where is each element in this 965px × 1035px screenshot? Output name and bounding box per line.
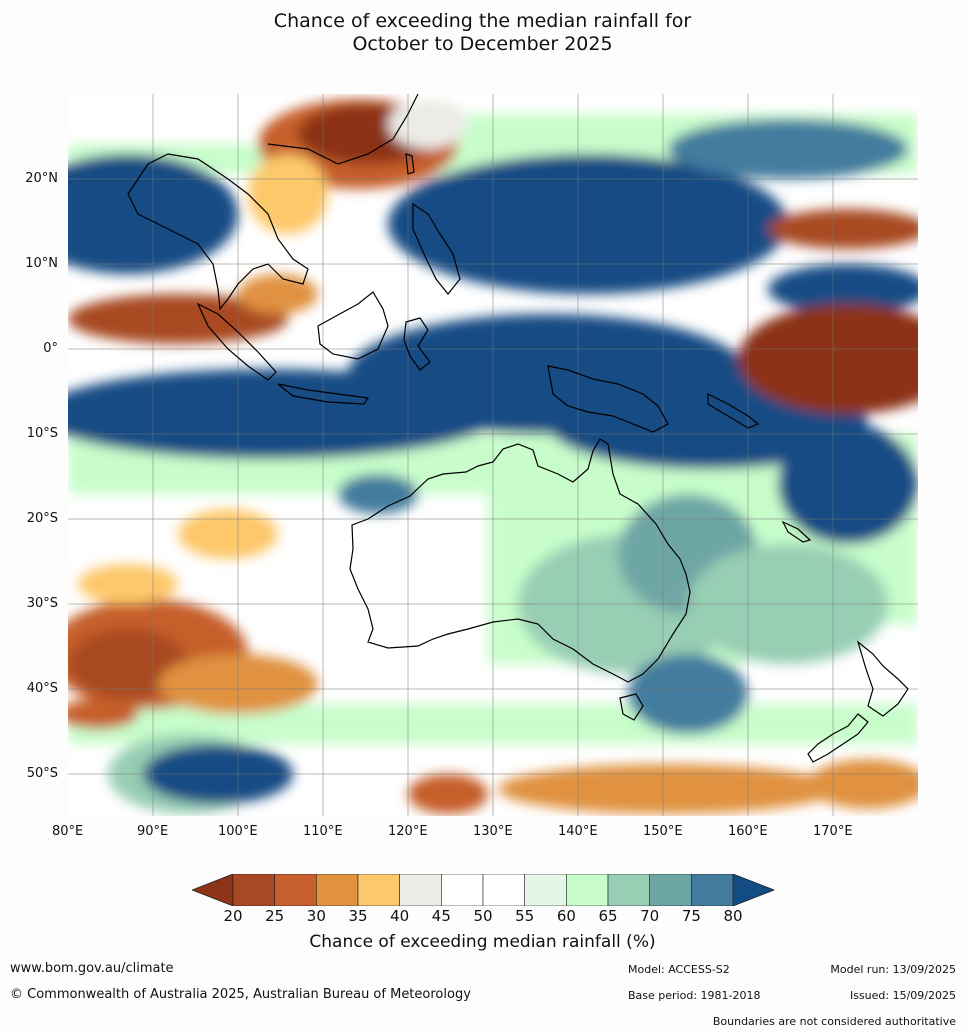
footer-copyright: © Commonwealth of Australia 2025, Austra… bbox=[10, 987, 471, 1002]
solomon-islands-coastline bbox=[707, 393, 760, 429]
lat-label-10n: 10°N bbox=[25, 256, 58, 271]
colorbar-cells bbox=[192, 874, 774, 906]
footer-issued: Issued: 15/09/2025 bbox=[849, 989, 956, 1002]
lat-label-10s: 10°S bbox=[26, 426, 58, 441]
colorbar-cell bbox=[482, 874, 525, 906]
rainfall-outlook-map bbox=[68, 94, 918, 816]
mainland-se-asia-coastline bbox=[127, 153, 309, 311]
colorbar-extend-high bbox=[732, 874, 774, 906]
colorbar-tick-label: 45 bbox=[431, 907, 451, 925]
colorbar-cell bbox=[274, 874, 317, 906]
colorbar-cell bbox=[566, 874, 609, 906]
lon-label-120e: 120°E bbox=[388, 824, 428, 839]
footer-url: www.bom.gov.au/climate bbox=[10, 961, 174, 976]
colorbar-tick-label: 50 bbox=[473, 907, 493, 925]
new-caledonia-coastline bbox=[781, 520, 812, 543]
lat-label-40s: 40°S bbox=[26, 681, 58, 696]
north-island-nz-coastline bbox=[856, 640, 909, 717]
taiwan-coastline bbox=[405, 153, 415, 175]
footer-model-run: Model run: 13/09/2025 bbox=[830, 963, 956, 976]
colorbar-cell bbox=[649, 874, 692, 906]
map-title: Chance of exceeding the median rainfall … bbox=[0, 10, 965, 56]
lon-label-130e: 130°E bbox=[473, 824, 513, 839]
lat-label-20s: 20°S bbox=[26, 511, 58, 526]
colorbar-tick-label: 25 bbox=[265, 907, 285, 925]
map-canvas bbox=[68, 94, 918, 816]
lon-label-160e: 160°E bbox=[728, 824, 768, 839]
colorbar-cell bbox=[441, 874, 484, 906]
footer-model: Model: ACCESS-S2 bbox=[628, 963, 730, 976]
colorbar-tick-label: 55 bbox=[515, 907, 535, 925]
australia-coastline bbox=[349, 438, 691, 683]
lon-label-100e: 100°E bbox=[218, 824, 258, 839]
borneo-coastline bbox=[317, 291, 389, 360]
south-island-nz-coastline bbox=[807, 713, 869, 763]
colorbar-cell bbox=[524, 874, 567, 906]
china-coastline bbox=[267, 94, 419, 165]
colorbar-tick-label: 30 bbox=[306, 907, 326, 925]
colorbar-tick-label: 60 bbox=[556, 907, 576, 925]
colorbar-label: Chance of exceeding median rainfall (%) bbox=[309, 932, 656, 952]
colorbar-extend-low bbox=[192, 874, 234, 906]
lon-label-80e: 80°E bbox=[52, 824, 84, 839]
footer-base-period: Base period: 1981-2018 bbox=[628, 989, 761, 1002]
philippines-coastline bbox=[412, 202, 461, 295]
lon-label-150e: 150°E bbox=[643, 824, 683, 839]
lat-label-50s: 50°S bbox=[26, 766, 58, 781]
colorbar-tick-label: 70 bbox=[640, 907, 660, 925]
coastlines bbox=[127, 94, 909, 763]
colorbar-tick-label: 40 bbox=[390, 907, 410, 925]
java-coastline bbox=[277, 383, 370, 405]
colorbar-cell bbox=[399, 874, 442, 906]
lon-label-110e: 110°E bbox=[303, 824, 343, 839]
colorbar-cell bbox=[607, 874, 650, 906]
lon-label-170e: 170°E bbox=[813, 824, 853, 839]
colorbar-tick-label: 75 bbox=[681, 907, 701, 925]
colorbar-tick-label: 65 bbox=[598, 907, 618, 925]
colorbar-cell bbox=[357, 874, 400, 906]
tasmania-coastline bbox=[619, 693, 644, 721]
colorbar-tick-label: 80 bbox=[723, 907, 743, 925]
lon-label-140e: 140°E bbox=[558, 824, 598, 839]
colorbar-tick-label: 35 bbox=[348, 907, 368, 925]
new-guinea-coastline bbox=[547, 365, 669, 433]
title-line-2: October to December 2025 bbox=[352, 33, 613, 55]
lat-label-0: 0° bbox=[43, 341, 58, 356]
sulawesi-coastline bbox=[403, 317, 431, 371]
lon-label-90e: 90°E bbox=[137, 824, 169, 839]
colorbar-cell bbox=[232, 874, 275, 906]
colorbar-tick-label: 20 bbox=[223, 907, 243, 925]
colorbar bbox=[192, 874, 774, 906]
lat-label-20n: 20°N bbox=[25, 171, 58, 186]
footer-disclaimer: Boundaries are not considered authoritat… bbox=[712, 1015, 956, 1028]
colorbar-cell bbox=[691, 874, 734, 906]
sumatra-coastline bbox=[196, 302, 277, 381]
graticule bbox=[68, 94, 918, 816]
colorbar-cell bbox=[316, 874, 359, 906]
lat-label-30s: 30°S bbox=[26, 596, 58, 611]
title-line-1: Chance of exceeding the median rainfall … bbox=[273, 10, 692, 32]
